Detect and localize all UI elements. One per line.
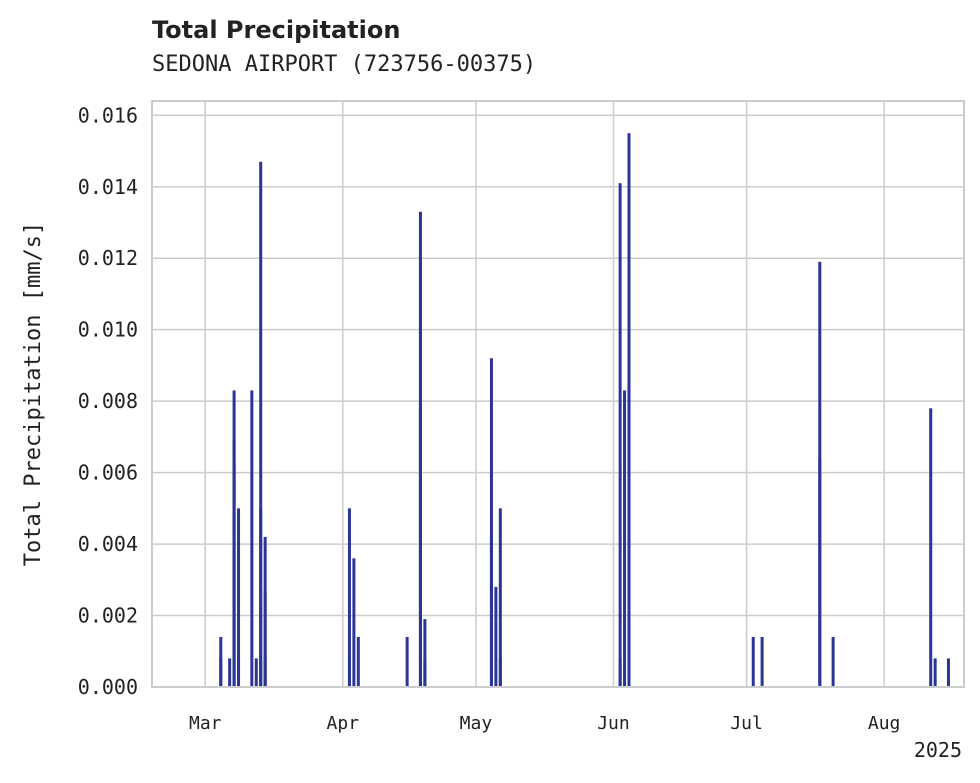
- precipitation-bar: [228, 658, 232, 687]
- precipitation-bars: [219, 133, 950, 687]
- y-axis-label: Total Precipitation [mm/s]: [21, 222, 46, 566]
- precipitation-bar: [418, 261, 422, 687]
- precipitation-bar: [494, 586, 498, 687]
- x-axis-ticks: Mar Apr May Jun Jul Aug: [189, 713, 900, 734]
- precipitation-bar: [818, 261, 822, 687]
- precipitation-bar: [498, 508, 502, 687]
- x-tick-label: Aug: [868, 713, 901, 734]
- y-tick-label: 0.016: [78, 103, 138, 127]
- x-tick-label: Jul: [730, 713, 763, 734]
- precipitation-bar: [929, 408, 933, 687]
- precipitation-bar: [498, 658, 502, 687]
- chart-title: Total Precipitation: [152, 16, 401, 44]
- plot-frame: [151, 100, 965, 688]
- y-tick-label: 0.012: [78, 246, 138, 270]
- precipitation-bar: [259, 508, 263, 687]
- precipitation-bar: [627, 133, 631, 687]
- precipitation-bar: [760, 636, 764, 687]
- precipitation-bar: [237, 508, 241, 687]
- precipitation-bar: [489, 358, 493, 687]
- precipitation-bar: [627, 608, 631, 687]
- precipitation-bar: [423, 658, 427, 687]
- grid-lines: [152, 101, 964, 688]
- precipitation-bar: [237, 658, 241, 687]
- precipitation-bar: [347, 508, 351, 687]
- y-tick-label: 0.014: [78, 175, 138, 199]
- precipitation-bar: [423, 619, 427, 687]
- y-tick-label: 0.006: [78, 461, 138, 485]
- precipitation-bar: [356, 636, 360, 687]
- precipitation-bar: [219, 658, 223, 687]
- chart-subtitle: SEDONA AIRPORT (723756-00375): [152, 52, 537, 77]
- precipitation-bar: [933, 658, 937, 687]
- precipitation-bar: [250, 390, 254, 687]
- precipitation-bar: [751, 636, 755, 687]
- precipitation-bar: [618, 183, 622, 687]
- precipitation-bar: [263, 658, 267, 687]
- precipitation-bar: [259, 161, 263, 687]
- precipitation-bar: [623, 390, 627, 687]
- y-tick-label: 0.000: [78, 675, 138, 699]
- y-tick-label: 0.004: [78, 532, 138, 556]
- x-tick-label: May: [460, 713, 493, 734]
- precipitation-bar: [831, 636, 835, 687]
- y-tick-label: 0.002: [78, 604, 138, 628]
- y-tick-label: 0.008: [78, 389, 138, 413]
- y-tick-label: 0.010: [78, 318, 138, 342]
- precipitation-bar: [254, 658, 258, 687]
- x-tick-label: Mar: [189, 713, 222, 734]
- x-axis-year-label: 2025: [914, 738, 962, 762]
- precipitation-bar: [405, 636, 409, 687]
- x-tick-label: Apr: [327, 713, 360, 734]
- precipitation-bar: [946, 658, 950, 687]
- x-tick-label: Jun: [597, 713, 630, 734]
- precipitation-bar: [259, 658, 263, 687]
- precipitation-bar: [352, 558, 356, 687]
- y-axis-ticks: 0.000 0.002 0.004 0.006 0.008 0.010 0.012 0.014…: [78, 103, 138, 699]
- precipitation-bar: [232, 390, 236, 687]
- precipitation-bar: [263, 536, 267, 687]
